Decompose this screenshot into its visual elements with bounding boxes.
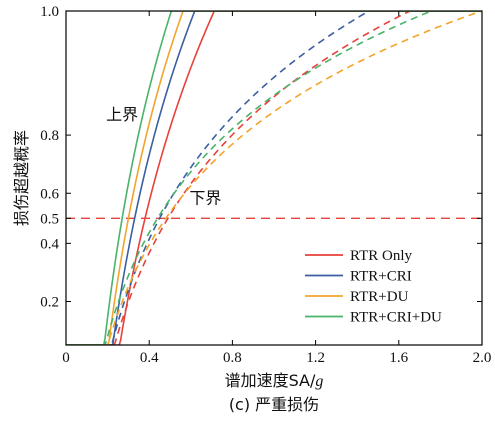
curve-upper-rtr-cri: [66, 11, 482, 345]
curve-upper-rtr-only: [66, 11, 482, 345]
legend-label: RTR+CRI: [350, 269, 412, 285]
annotation-label: 下界: [189, 188, 221, 207]
x-tick-label: 1.6: [389, 350, 408, 366]
annotation-label: 上界: [106, 105, 138, 124]
y-tick-label: 0.6: [40, 186, 59, 202]
curves-layer: [66, 11, 482, 345]
x-tick-label: 0.8: [223, 350, 242, 366]
x-axis-title-text: 谱加速度SA/: [225, 371, 316, 390]
x-tick-label: 0.4: [140, 350, 159, 366]
legend-label: RTR+DU: [350, 289, 409, 305]
y-tick-label: 0.4: [40, 236, 59, 252]
ticks-layer: 0 0.4 0.8 1.2 1.6 2.0 0.2 0.4 0.5 0.6 0.8 1.0: [40, 4, 491, 366]
x-tick-label: 1.2: [306, 350, 325, 366]
y-axis-title: 损伤超越概率: [12, 130, 31, 226]
curve-lower-rtr-only: [66, 11, 482, 345]
y-tick-label: 0.2: [40, 295, 59, 311]
x-axis-title: 谱加速度SA/g: [225, 371, 324, 390]
plot-frame: [65, 10, 483, 346]
chart-subtitle: (c) 严重损伤: [229, 395, 319, 414]
legend: RTR Only RTR+CRI RTR+DU RTR+CRI+DU: [305, 248, 442, 326]
curve-upper-rtr-cri-du: [66, 11, 482, 345]
y-tick-label: 0.5: [40, 211, 59, 227]
curve-upper-rtr-du: [66, 11, 482, 345]
y-tick-label: 0.8: [40, 128, 59, 144]
legend-label: RTR Only: [350, 248, 413, 264]
x-tick-label: 0: [62, 350, 70, 366]
x-tick-label: 2.0: [473, 350, 492, 366]
x-axis-title-var: g: [315, 373, 323, 390]
legend-label: RTR+CRI+DU: [350, 310, 442, 326]
y-tick-label: 1.0: [40, 4, 59, 20]
curve-lower-rtr-du: [66, 11, 482, 345]
curve-lower-rtr-cri-du: [66, 11, 482, 345]
